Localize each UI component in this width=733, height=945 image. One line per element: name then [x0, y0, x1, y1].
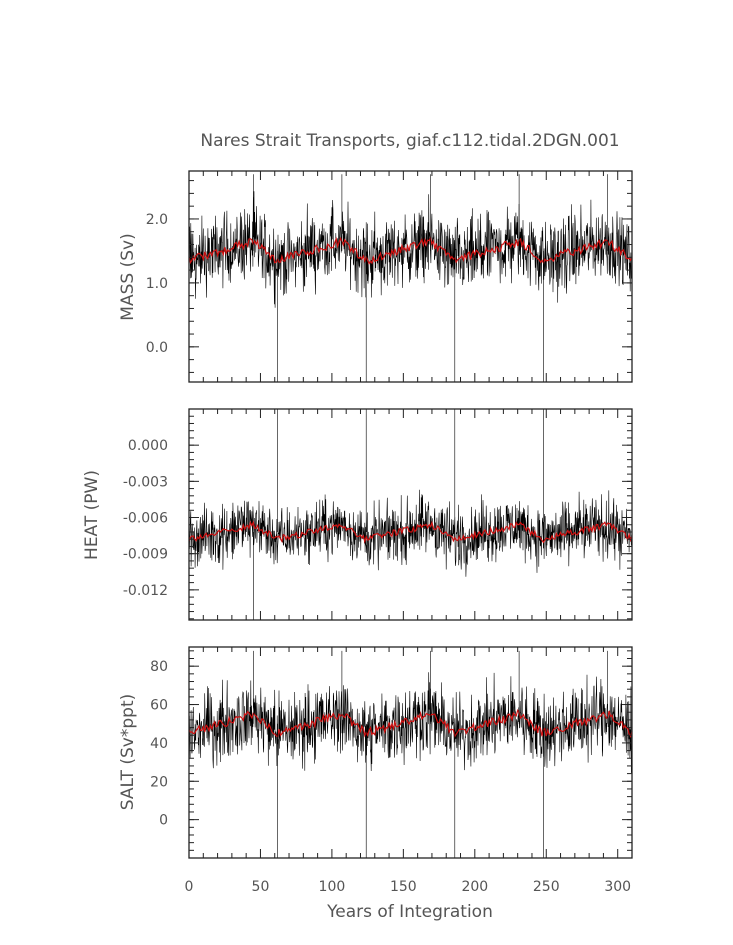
- y-tick-label: -0.006: [123, 511, 168, 527]
- heat-panel: HEAT (PW) -0.012 -0.009 -0.006 -0.003 0.000: [82, 408, 633, 621]
- y-tick-label: 1.0: [146, 276, 168, 292]
- y-tick-label: -0.012: [123, 583, 168, 599]
- smoothed-series-line: [188, 708, 633, 739]
- y-tick-label: 2.0: [146, 212, 168, 228]
- x-tick-label: 250: [533, 879, 560, 895]
- y-tick-label: 0.0: [146, 340, 168, 356]
- raw-series-line: [188, 672, 633, 773]
- panel-frame: [188, 646, 633, 859]
- smoothed-series-line: [188, 520, 633, 544]
- salt-y-axis-title: SALT (Sv*ppt): [118, 694, 138, 811]
- y-tick-label: 0.000: [128, 438, 168, 454]
- chart-title: Nares Strait Transports, giaf.c112.tidal…: [200, 131, 619, 151]
- smoothed-series-line: [188, 236, 633, 265]
- y-tick-label: 0: [159, 813, 168, 829]
- raw-series-line: [188, 489, 633, 577]
- raw-series-line: [188, 191, 633, 308]
- mass-panel: MASS (Sv) 0.0 1.0 2.0: [118, 170, 633, 383]
- x-tick-label: 200: [461, 879, 488, 895]
- mass-y-axis-title: MASS (Sv): [118, 233, 138, 320]
- heat-y-axis-title: HEAT (PW): [82, 470, 102, 560]
- y-tick-label: 40: [150, 736, 168, 752]
- panel-frame: [188, 170, 633, 383]
- y-tick-label: 60: [150, 698, 168, 714]
- y-tick-label: 20: [150, 774, 168, 790]
- y-tick-label: -0.009: [123, 547, 168, 563]
- y-tick-label: -0.003: [123, 474, 168, 490]
- y-tick-label: 80: [150, 659, 168, 675]
- x-tick-label: 0: [185, 879, 194, 895]
- salt-panel: SALT (Sv*ppt) 0 20 40 60 80 0 50 100 150 200 250 30…: [118, 646, 633, 895]
- x-axis-title: Years of Integration: [326, 902, 493, 922]
- panel-frame: [188, 408, 633, 621]
- x-tick-label: 300: [604, 879, 631, 895]
- x-tick-label: 150: [390, 879, 417, 895]
- x-tick-label: 50: [252, 879, 270, 895]
- x-tick-label: 100: [319, 879, 346, 895]
